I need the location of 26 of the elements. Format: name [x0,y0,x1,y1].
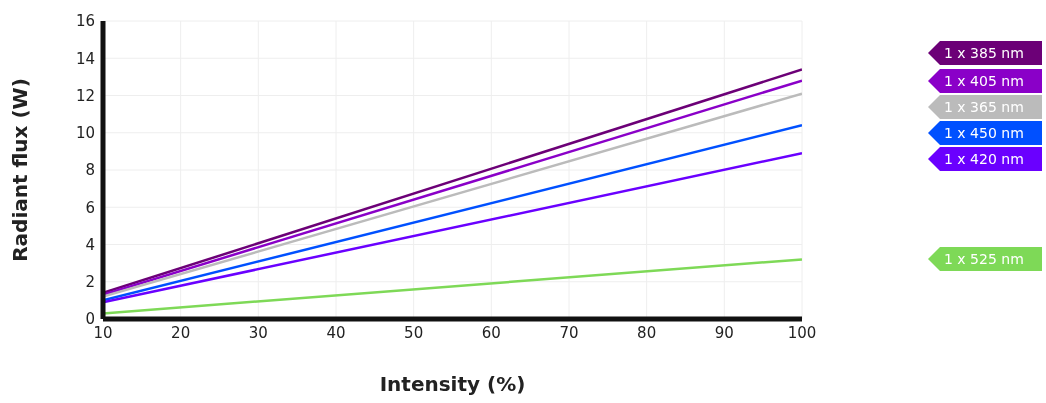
x-tick-label: 70 [559,323,579,342]
legend-label: 1 x 365 nm [940,94,1042,119]
y-tick-label: 10 [75,124,95,143]
legend-label: 1 x 385 nm [940,41,1042,65]
y-tick-label: 0 [85,310,95,329]
y-tick-label: 12 [75,86,95,105]
legend-label: 1 x 405 nm [940,68,1042,93]
y-tick-label: 16 [75,12,95,31]
y-tick-label: 6 [85,198,95,217]
y-tick-label: 2 [85,273,95,292]
y-tick-label: 14 [75,49,95,68]
x-tick-label: 80 [637,323,657,342]
x-tick-label: 60 [481,323,501,342]
legend-label: 1 x 450 nm [940,120,1042,145]
y-axis-title: Radiant flux (W) [8,78,33,262]
x-tick-label: 40 [326,323,346,342]
x-tick-label: 30 [248,323,268,342]
legend-label: 1 x 420 nm [940,146,1042,171]
x-tick-label: 20 [171,323,191,342]
y-tick-label: 8 [85,161,95,180]
x-axis-title: Intensity (%) [379,372,526,396]
legend-label: 1 x 525 nm [940,247,1042,272]
x-tick-label: 50 [404,323,424,342]
x-tick-label: 90 [714,323,734,342]
y-tick-label: 4 [85,235,95,254]
x-tick-label: 100 [787,323,817,342]
